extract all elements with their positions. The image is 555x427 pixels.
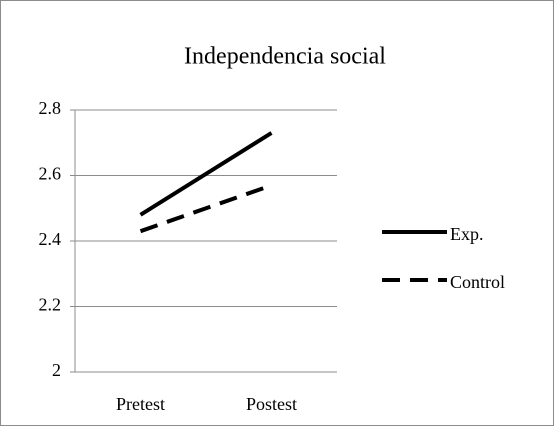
y-tick-label: 2.4 bbox=[39, 229, 62, 249]
legend-label: Exp. bbox=[450, 224, 484, 244]
data-line bbox=[139, 183, 273, 234]
y-tick-label: 2.8 bbox=[39, 98, 62, 118]
x-tick-label: Pretest bbox=[116, 394, 165, 414]
y-tick-label: 2.2 bbox=[39, 295, 62, 315]
chart-title: Independencia social bbox=[184, 44, 386, 70]
x-tick-label: Postest bbox=[246, 394, 297, 414]
data-line bbox=[139, 131, 273, 217]
y-tick-label: 2 bbox=[52, 360, 61, 380]
legend-label: Control bbox=[450, 272, 505, 292]
y-tick-label: 2.6 bbox=[39, 164, 62, 184]
